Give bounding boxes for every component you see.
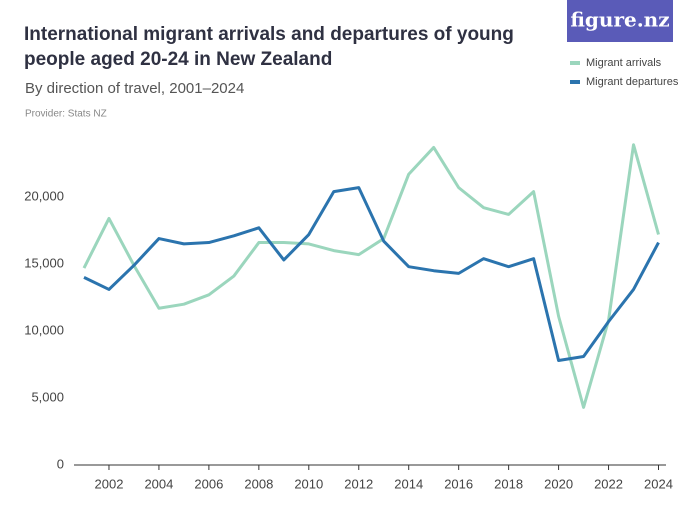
y-tick-label: 0 <box>57 456 64 471</box>
series-line <box>83 186 660 362</box>
x-tick-label: 2020 <box>544 476 573 491</box>
brand-box <box>567 0 673 42</box>
x-tick-label: 2022 <box>594 476 623 491</box>
x-tick-label: 2004 <box>144 476 173 491</box>
legend-label: Migrant departures <box>586 76 679 88</box>
y-tick-label: 15,000 <box>24 255 64 270</box>
brand: figure.nz <box>570 8 669 32</box>
provider: Provider: Stats NZ <box>25 109 107 120</box>
subtitle: By direction of travel, 2001–2024 <box>25 80 244 97</box>
x-tick-label: 2024 <box>644 476 673 491</box>
x-tick-label: 2010 <box>294 476 323 491</box>
x-tick-label: 2002 <box>95 476 124 491</box>
legend-label: Migrant arrivals <box>586 57 662 69</box>
y-tick-label: 5,000 <box>31 389 64 404</box>
y-tick-label: 20,000 <box>24 188 64 203</box>
x-tick-label: 2012 <box>344 476 373 491</box>
x-tick-label: 2014 <box>394 476 423 491</box>
title-box: International migrant arrivals and depar… <box>24 24 514 70</box>
x-tick-label: 2018 <box>494 476 523 491</box>
x-tick-label: 2016 <box>444 476 473 491</box>
series-line <box>82 143 660 409</box>
chart-title: International migrant arrivals and depar… <box>24 24 514 70</box>
y-tick-label: 10,000 <box>24 322 64 337</box>
x-tick-label: 2006 <box>194 476 223 491</box>
x-tick-label: 2008 <box>244 476 273 491</box>
